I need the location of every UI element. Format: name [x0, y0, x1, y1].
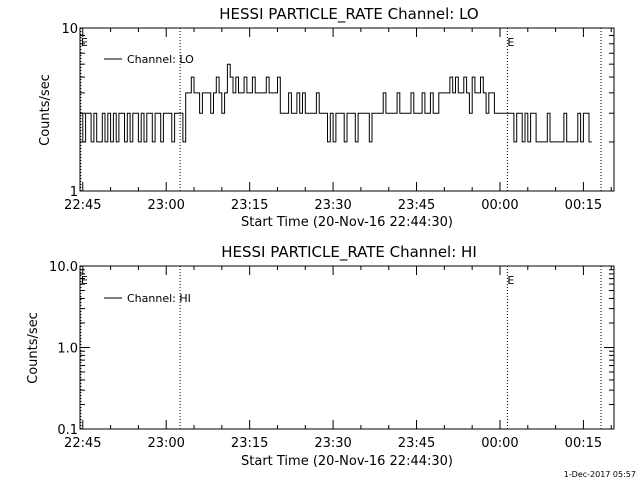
lo-channel-panel: HESSI PARTICLE_RATE Channel: LO 1 10 22:4… — [38, 5, 615, 230]
y-axis-label: Counts/sec — [26, 312, 41, 384]
y-axis-label: Counts/sec — [38, 74, 53, 146]
x-tick-label: 23:00 — [147, 436, 184, 451]
footer-timestamp: 1-Dec-2017 05:57 — [564, 470, 636, 479]
chart-title: HESSI PARTICLE_RATE Channel: HI — [221, 243, 477, 262]
x-tick-label: 00:15 — [565, 436, 602, 451]
x-tick-label: 00:00 — [481, 198, 518, 213]
x-axis-label: Start Time (20-Nov-16 22:44:30) — [241, 454, 453, 469]
x-tick-label: 23:00 — [147, 198, 184, 213]
series-line — [80, 63, 592, 143]
chart-title: HESSI PARTICLE_RATE Channel: LO — [219, 5, 478, 24]
x-tick-label: 22:45 — [64, 436, 101, 451]
y-tick-label: 10 — [61, 22, 78, 37]
legend-entry: Channel: LO — [127, 53, 194, 66]
x-tick-label: 23:30 — [314, 198, 351, 213]
plot-frame — [79, 27, 615, 192]
legend: Channel: LO — [104, 53, 194, 66]
x-tick-label: 00:00 — [481, 436, 518, 451]
y-tick-label: 1.0 — [57, 342, 78, 357]
event-marker-label: E — [81, 36, 88, 49]
y-tick-label: 0.1 — [57, 423, 78, 438]
event-marker-label: E — [81, 274, 88, 287]
x-tick-label: 00:15 — [565, 198, 602, 213]
x-tick-label: 23:15 — [231, 436, 268, 451]
y-axis: 0.1 1.0 10.0 — [49, 260, 614, 438]
x-axis: 22:45 23:00 23:15 23:30 23:45 00:00 00:15 — [64, 266, 612, 451]
y-tick-label: 1 — [70, 185, 78, 200]
x-axis-label: Start Time (20-Nov-16 22:44:30) — [241, 215, 453, 230]
series-layer — [80, 63, 592, 143]
x-axis: 22:45 23:00 23:15 23:30 23:45 00:00 00:15 — [64, 28, 612, 213]
event-marker-label: E — [507, 274, 514, 287]
legend: Channel: HI — [104, 292, 191, 305]
legend-entry: Channel: HI — [127, 292, 191, 305]
event-marker-label: E — [507, 36, 514, 49]
y-axis: 1 10 — [61, 22, 614, 200]
hi-channel-panel: HESSI PARTICLE_RATE Channel: HI 0.1 1.0 10… — [26, 243, 615, 469]
y-tick-label: 10.0 — [49, 260, 78, 275]
x-tick-label: 23:15 — [231, 198, 268, 213]
plot-frame — [79, 265, 615, 430]
x-tick-label: 23:30 — [314, 436, 351, 451]
x-tick-label: 22:45 — [64, 198, 101, 213]
x-tick-label: 23:45 — [398, 436, 435, 451]
x-tick-label: 23:45 — [398, 198, 435, 213]
